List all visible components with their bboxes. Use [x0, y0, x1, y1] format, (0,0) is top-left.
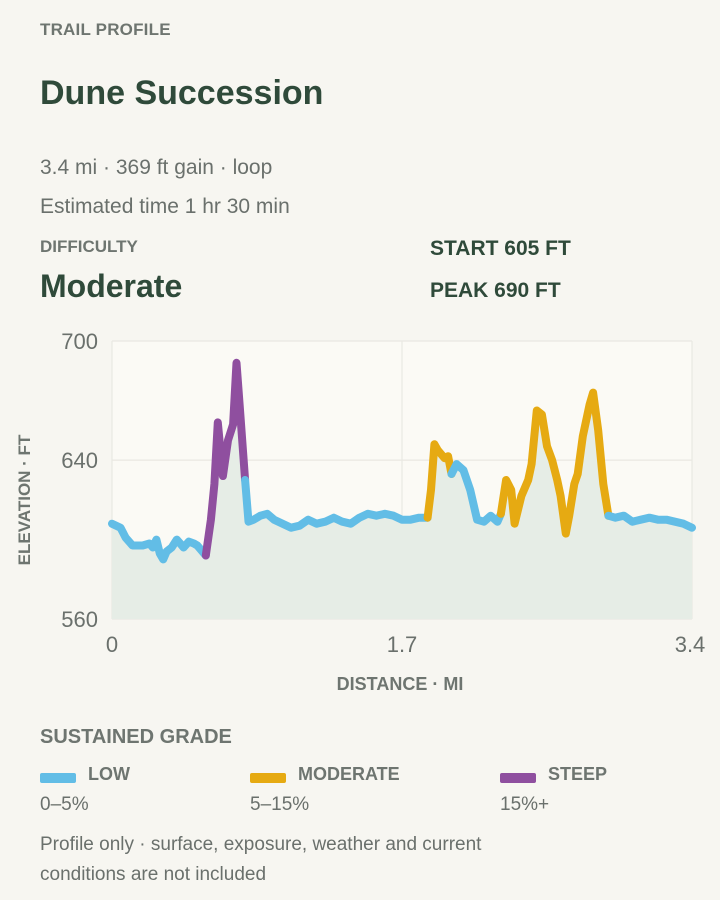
trail-title: Dune Succession: [40, 74, 324, 112]
section-kicker: TRAIL PROFILE: [40, 20, 171, 39]
legend-label-steep: STEEP: [548, 764, 608, 784]
peak-elevation: PEAK 690 FT: [430, 279, 561, 302]
legend-swatch-low: [40, 773, 76, 783]
profile-segment-moderate: [423, 440, 456, 522]
x-tick-label: 0: [106, 632, 118, 657]
profile-segment-low: [241, 476, 432, 532]
profile-segment-low: [447, 460, 505, 526]
start-elevation: START 605 FT: [430, 237, 571, 260]
elevation-chart: 560 640 700 0 1.7 3.4 DISTANCE · MI ELEVATION…: [15, 329, 705, 694]
profile-segment-low: [108, 519, 210, 564]
estimated-time: Estimated time 1 hr 30 min: [40, 195, 290, 218]
legend-title: SUSTAINED GRADE: [40, 726, 232, 748]
legend-label-low: LOW: [88, 764, 130, 784]
y-tick-label: 640: [61, 448, 98, 473]
elevation-area: [112, 362, 692, 619]
profile-segment-low: [604, 511, 696, 532]
y-axis-label: ELEVATION · FT: [15, 434, 34, 565]
x-axis-label: DISTANCE · MI: [337, 674, 464, 694]
legend-swatch-steep: [500, 773, 536, 783]
legend-swatch-moderate: [250, 773, 286, 783]
trail-summary: 3.4 mi · 369 ft gain · loop: [40, 156, 273, 179]
elevation-line: [108, 358, 696, 564]
legend-range-low: 0–5%: [40, 794, 89, 815]
y-tick-label: 560: [61, 607, 98, 632]
disclaimer-note: Profile only · surface, exposure, weathe…: [40, 834, 482, 885]
legend-range-steep: 15%+: [500, 794, 550, 815]
difficulty-label: DIFFICULTY: [40, 237, 138, 256]
axis-ticks: 560 640 700 0 1.7 3.4: [61, 329, 705, 657]
legend-label-moderate: MODERATE: [298, 764, 400, 784]
difficulty-value: Moderate: [40, 268, 183, 304]
x-tick-label: 3.4: [675, 632, 706, 657]
profile-segment-steep: [201, 358, 250, 560]
profile-segment-moderate: [496, 388, 613, 538]
y-tick-label: 700: [61, 329, 98, 354]
x-tick-label: 1.7: [387, 632, 418, 657]
legend-range-moderate: 5–15%: [250, 794, 310, 815]
